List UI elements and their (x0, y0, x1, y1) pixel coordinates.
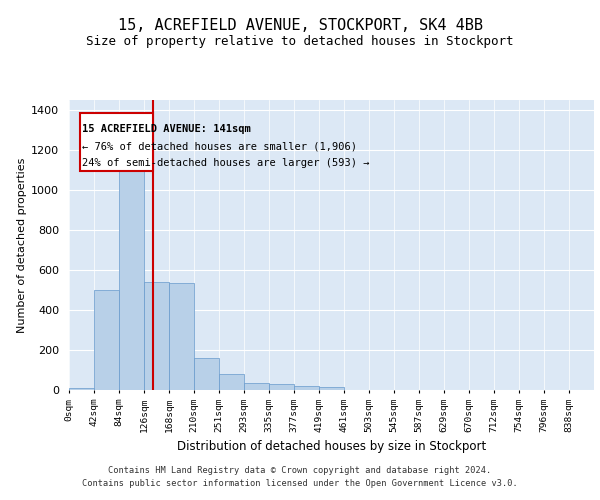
Bar (294, 386, 319, 390)
X-axis label: Distribution of detached houses by size in Stockport: Distribution of detached houses by size … (177, 440, 486, 454)
Bar (69, 388, 94, 390)
Bar (144, 282, 169, 390)
Bar (194, 358, 219, 390)
Bar (269, 384, 294, 390)
Text: 15, ACREFIELD AVENUE, STOCKPORT, SK4 4BB: 15, ACREFIELD AVENUE, STOCKPORT, SK4 4BB (118, 18, 482, 32)
Text: 15 ACREFIELD AVENUE: 141sqm: 15 ACREFIELD AVENUE: 141sqm (82, 124, 251, 134)
Bar (169, 283, 194, 390)
Bar (119, 160, 144, 390)
Bar (319, 387, 344, 390)
FancyBboxPatch shape (80, 113, 153, 171)
Bar (244, 383, 269, 390)
Bar (219, 374, 244, 390)
Text: Size of property relative to detached houses in Stockport: Size of property relative to detached ho… (86, 35, 514, 48)
Y-axis label: Number of detached properties: Number of detached properties (17, 158, 27, 332)
Bar (94, 290, 119, 390)
Text: 24% of semi-detached houses are larger (593) →: 24% of semi-detached houses are larger (… (82, 158, 370, 168)
Text: ← 76% of detached houses are smaller (1,906): ← 76% of detached houses are smaller (1,… (82, 142, 357, 152)
Text: Contains HM Land Registry data © Crown copyright and database right 2024.
Contai: Contains HM Land Registry data © Crown c… (82, 466, 518, 487)
